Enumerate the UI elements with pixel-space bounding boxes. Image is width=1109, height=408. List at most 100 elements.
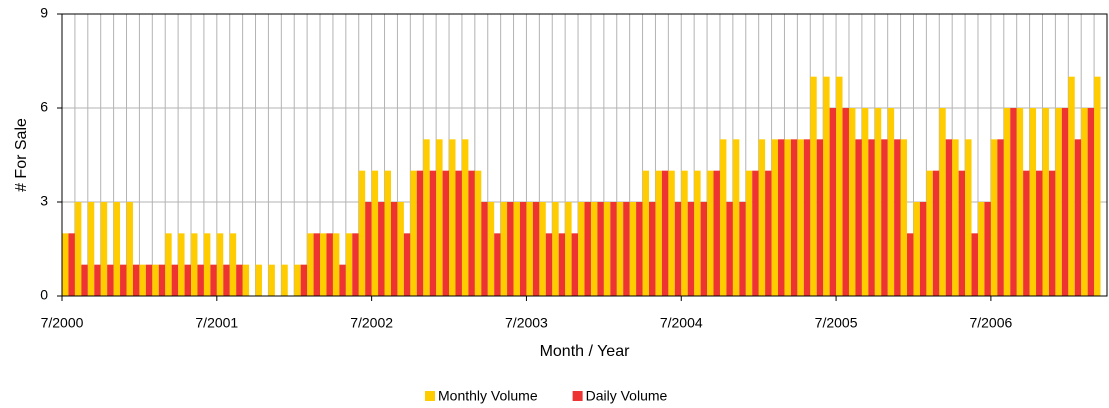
bar bbox=[907, 233, 914, 296]
bar bbox=[378, 202, 385, 296]
bar bbox=[1048, 170, 1056, 296]
bar bbox=[713, 170, 720, 296]
legend-swatch bbox=[425, 391, 435, 401]
bar bbox=[81, 264, 88, 296]
bar bbox=[803, 139, 811, 296]
bar bbox=[1061, 108, 1069, 296]
bar bbox=[320, 233, 327, 296]
bar bbox=[1010, 108, 1017, 296]
y-axis-title: # For Sale bbox=[13, 118, 30, 192]
bar bbox=[94, 264, 101, 296]
bar bbox=[984, 202, 991, 296]
bar bbox=[765, 170, 772, 296]
bar bbox=[629, 202, 637, 296]
bar bbox=[1055, 108, 1062, 296]
bar bbox=[191, 233, 198, 296]
bar bbox=[242, 264, 250, 296]
bar bbox=[455, 170, 462, 296]
bar bbox=[365, 202, 372, 296]
bar bbox=[990, 139, 998, 296]
bar bbox=[913, 202, 920, 296]
x-tick-label: 7/2005 bbox=[815, 315, 858, 331]
bar bbox=[158, 264, 166, 296]
bar bbox=[352, 233, 359, 296]
bar bbox=[571, 233, 579, 296]
bar bbox=[578, 202, 585, 296]
bar bbox=[1074, 139, 1082, 296]
bar bbox=[603, 202, 611, 296]
bar bbox=[958, 170, 966, 296]
bar bbox=[752, 170, 759, 296]
x-axis-title: Month / Year bbox=[540, 343, 631, 360]
plot-frame bbox=[61, 13, 1108, 297]
bar bbox=[313, 233, 321, 296]
y-tick-label: 3 bbox=[40, 193, 48, 209]
legend-swatch bbox=[572, 391, 583, 401]
bar bbox=[694, 170, 701, 296]
bar bbox=[971, 233, 978, 296]
bar bbox=[87, 202, 95, 296]
bar bbox=[1036, 170, 1043, 296]
bar bbox=[68, 233, 75, 296]
bar bbox=[358, 170, 366, 296]
bar bbox=[552, 202, 559, 296]
bar bbox=[732, 139, 740, 296]
bar bbox=[442, 170, 450, 296]
bar bbox=[100, 202, 108, 296]
bar bbox=[816, 139, 824, 296]
bar bbox=[423, 139, 430, 296]
bar bbox=[371, 170, 379, 296]
y-tick-label: 0 bbox=[40, 287, 48, 303]
bar bbox=[610, 202, 617, 296]
bar bbox=[507, 202, 514, 296]
bar bbox=[532, 202, 540, 296]
bar bbox=[229, 233, 237, 296]
bar bbox=[429, 170, 437, 296]
bar bbox=[126, 202, 133, 296]
bar bbox=[1094, 76, 1101, 297]
bar bbox=[216, 233, 224, 296]
bar bbox=[474, 170, 482, 296]
bar bbox=[113, 202, 121, 296]
bar bbox=[139, 264, 146, 296]
bar bbox=[171, 264, 179, 296]
bar bbox=[1003, 108, 1011, 296]
bar bbox=[178, 233, 185, 296]
bar bbox=[881, 139, 888, 296]
bar bbox=[120, 264, 127, 296]
bar bbox=[416, 170, 424, 296]
bar bbox=[513, 202, 520, 296]
bar bbox=[526, 202, 533, 296]
bar bbox=[410, 170, 417, 296]
bar bbox=[584, 202, 591, 296]
bar bbox=[945, 139, 953, 296]
bar bbox=[255, 264, 262, 296]
bar bbox=[1023, 170, 1030, 296]
bar bbox=[952, 139, 959, 296]
bar bbox=[210, 264, 217, 296]
bar bbox=[668, 170, 675, 296]
bar bbox=[790, 139, 798, 296]
bar bbox=[649, 202, 656, 296]
bar bbox=[107, 264, 114, 296]
bar bbox=[932, 170, 940, 296]
bar bbox=[829, 108, 837, 296]
bar bbox=[519, 202, 527, 296]
bar bbox=[778, 139, 785, 296]
bar bbox=[842, 108, 849, 296]
bar bbox=[1068, 76, 1075, 297]
bar bbox=[616, 202, 624, 296]
bar bbox=[384, 170, 391, 296]
bar bbox=[661, 170, 669, 296]
bar bbox=[300, 264, 308, 296]
bar bbox=[1042, 108, 1049, 296]
legend-label: Daily Volume bbox=[586, 388, 668, 404]
x-tick-label: 7/2003 bbox=[505, 315, 548, 331]
bar bbox=[674, 202, 682, 296]
bar bbox=[874, 108, 882, 296]
bar bbox=[307, 233, 314, 296]
bar bbox=[294, 264, 301, 296]
bar bbox=[642, 170, 650, 296]
y-tick-label: 6 bbox=[40, 99, 48, 115]
